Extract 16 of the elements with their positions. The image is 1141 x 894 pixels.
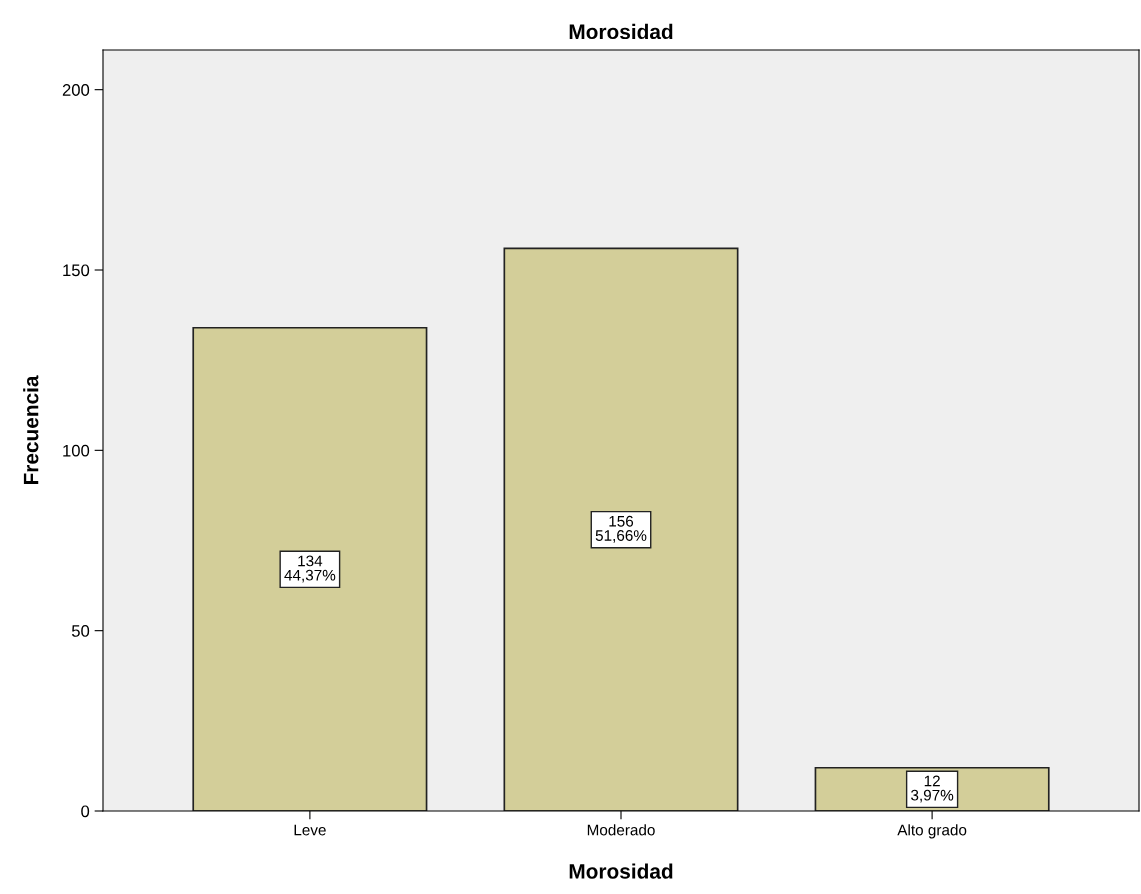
y-tick-label: 100 (63, 444, 90, 457)
x-tick-label: Moderado (587, 824, 655, 836)
data-label: 12 3,97% (911, 775, 954, 803)
y-tick-label: 200 (62, 84, 90, 96)
x-tick-label: Alto grado (897, 824, 967, 839)
data-label: 156 51,66% (595, 515, 647, 543)
y-tick-label: 0 (81, 805, 90, 818)
data-label: 134 44,37% (284, 555, 336, 583)
x-axis-title: Morosidad (569, 863, 673, 879)
bar (192, 326, 428, 811)
y-tick-label: 50 (71, 625, 90, 637)
chart-title: Morosidad (569, 23, 673, 40)
y-axis-title: Frecuencia (23, 375, 39, 485)
bar (503, 247, 739, 811)
y-tick-label: 150 (63, 264, 90, 277)
x-tick-label: Leve (294, 824, 326, 836)
